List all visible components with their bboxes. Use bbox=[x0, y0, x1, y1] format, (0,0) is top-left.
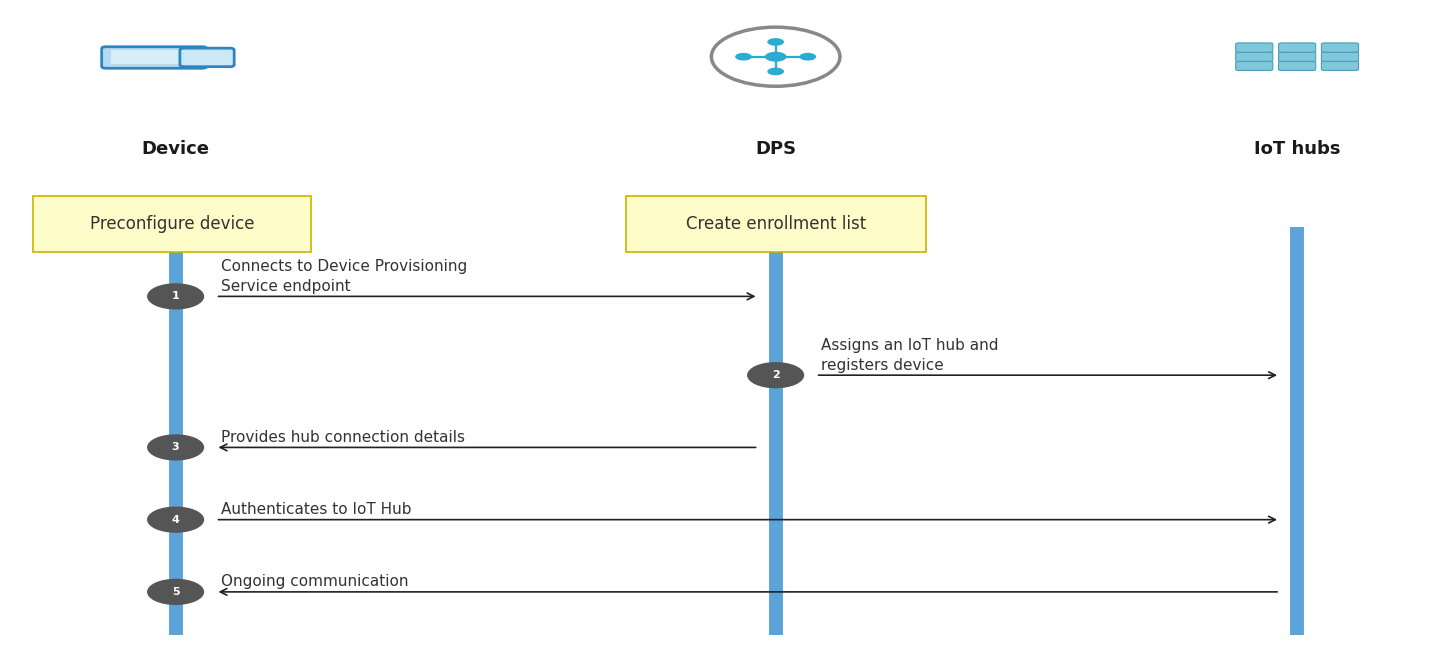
FancyBboxPatch shape bbox=[102, 47, 207, 68]
Text: 1: 1 bbox=[172, 291, 180, 301]
FancyBboxPatch shape bbox=[1236, 61, 1273, 70]
FancyBboxPatch shape bbox=[1279, 43, 1316, 53]
Text: Device: Device bbox=[142, 140, 210, 158]
Text: DPS: DPS bbox=[754, 140, 796, 158]
Text: IoT hubs: IoT hubs bbox=[1255, 140, 1341, 158]
FancyBboxPatch shape bbox=[1322, 52, 1358, 61]
Circle shape bbox=[147, 507, 204, 533]
Circle shape bbox=[147, 434, 204, 461]
FancyBboxPatch shape bbox=[1322, 61, 1358, 70]
Text: Connects to Device Provisioning
Service endpoint: Connects to Device Provisioning Service … bbox=[221, 259, 467, 294]
Circle shape bbox=[736, 53, 752, 61]
FancyBboxPatch shape bbox=[180, 48, 234, 66]
Text: Provides hub connection details: Provides hub connection details bbox=[221, 430, 466, 445]
Circle shape bbox=[767, 68, 785, 75]
Circle shape bbox=[147, 579, 204, 605]
Text: 2: 2 bbox=[772, 370, 779, 380]
Text: 5: 5 bbox=[172, 587, 180, 597]
Circle shape bbox=[767, 38, 785, 46]
FancyBboxPatch shape bbox=[1236, 43, 1273, 53]
Text: 4: 4 bbox=[171, 515, 180, 525]
Text: Create enrollment list: Create enrollment list bbox=[685, 215, 865, 233]
FancyBboxPatch shape bbox=[1322, 43, 1358, 53]
FancyBboxPatch shape bbox=[1236, 52, 1273, 61]
Circle shape bbox=[764, 52, 786, 62]
FancyBboxPatch shape bbox=[111, 51, 195, 64]
Circle shape bbox=[799, 53, 816, 61]
FancyBboxPatch shape bbox=[33, 196, 312, 252]
FancyBboxPatch shape bbox=[1279, 52, 1316, 61]
FancyBboxPatch shape bbox=[1279, 61, 1316, 70]
Text: Preconfigure device: Preconfigure device bbox=[89, 215, 254, 233]
FancyBboxPatch shape bbox=[625, 196, 925, 252]
Circle shape bbox=[147, 283, 204, 309]
Text: Ongoing communication: Ongoing communication bbox=[221, 575, 408, 589]
Text: Assigns an IoT hub and
registers device: Assigns an IoT hub and registers device bbox=[822, 338, 999, 372]
Text: Authenticates to IoT Hub: Authenticates to IoT Hub bbox=[221, 502, 412, 517]
Text: 3: 3 bbox=[172, 442, 180, 452]
Circle shape bbox=[747, 362, 805, 388]
